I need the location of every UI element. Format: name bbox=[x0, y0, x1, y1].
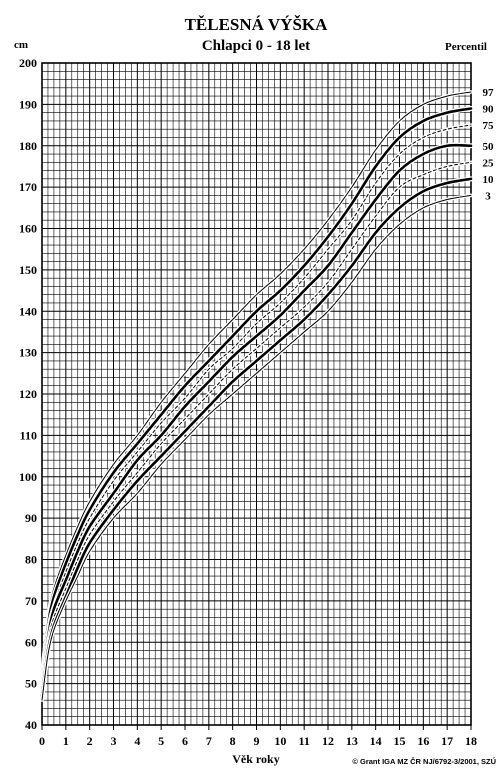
x-tick-label: 3 bbox=[111, 734, 117, 748]
chart-subtitle: Chlapci 0 - 18 let bbox=[202, 38, 310, 54]
y-tick-label: 180 bbox=[19, 139, 37, 153]
percentile-label-p90: 90 bbox=[483, 104, 495, 116]
y-tick-label: 160 bbox=[19, 222, 37, 236]
y-axis-unit: cm bbox=[14, 39, 28, 51]
y-tick-label: 40 bbox=[25, 718, 37, 732]
x-tick-label: 16 bbox=[417, 734, 429, 748]
axes bbox=[41, 62, 472, 730]
series-line-p97 bbox=[41, 91, 472, 676]
y-tick-labels: 40 50 60 70 80 90 100 110 120 130 140 150 160 170 180 1… bbox=[19, 56, 37, 732]
series-line-p25 bbox=[41, 161, 472, 693]
y-tick-label: 60 bbox=[25, 635, 37, 649]
percentile-labels: 97 90 75 50 25 10 3 bbox=[483, 87, 495, 202]
x-tick-label: 8 bbox=[230, 734, 236, 748]
y-tick-label: 120 bbox=[19, 387, 37, 401]
x-tick-label: 17 bbox=[441, 734, 453, 748]
y-tick-label: 90 bbox=[25, 511, 37, 525]
credit-line: © Grant IGA MZ ČR NJ/6792-3/2001, SZÚ bbox=[352, 757, 496, 766]
x-tick-label: 10 bbox=[274, 734, 286, 748]
x-tick-label: 18 bbox=[465, 734, 477, 748]
y-tick-label: 190 bbox=[19, 97, 37, 111]
x-tick-label: 14 bbox=[370, 734, 382, 748]
y-tick-label: 50 bbox=[25, 677, 37, 691]
x-tick-label: 11 bbox=[298, 734, 309, 748]
x-tick-label: 5 bbox=[158, 734, 164, 748]
x-tick-label: 0 bbox=[39, 734, 45, 748]
legend-title: Percentil bbox=[445, 41, 487, 53]
x-tick-label: 6 bbox=[182, 734, 188, 748]
x-tick-labels: 0 1 2 3 4 5 6 7 8 9 10 11 12 13 14 15 16 17 18 bbox=[39, 734, 477, 748]
series-line-p10 bbox=[40, 177, 473, 698]
x-tick-label: 12 bbox=[322, 734, 334, 748]
series-line-p3 bbox=[41, 194, 472, 701]
y-tick-label: 170 bbox=[19, 180, 37, 194]
percentile-label-p3: 3 bbox=[485, 190, 491, 202]
x-axis-label: Věk roky bbox=[232, 752, 279, 766]
x-tick-label: 4 bbox=[134, 734, 140, 748]
x-tick-label: 1 bbox=[63, 734, 69, 748]
y-tick-label: 80 bbox=[25, 553, 37, 567]
percentile-label-p10: 10 bbox=[483, 174, 495, 186]
y-tick-label: 100 bbox=[19, 470, 37, 484]
percentile-label-p97: 97 bbox=[483, 87, 495, 99]
series-line-p50 bbox=[40, 143, 473, 690]
series-line-p90 bbox=[40, 107, 473, 681]
x-tick-label: 2 bbox=[87, 734, 93, 748]
chart-title: TĚLESNÁ VÝŠKA bbox=[185, 15, 329, 34]
y-tick-label: 140 bbox=[19, 304, 37, 318]
grid bbox=[41, 62, 472, 726]
x-tick-label: 7 bbox=[206, 734, 212, 748]
y-tick-label: 130 bbox=[19, 346, 37, 360]
x-tick-label: 9 bbox=[254, 734, 260, 748]
percentile-label-p50: 50 bbox=[483, 141, 495, 153]
x-tick-label: 13 bbox=[346, 734, 358, 748]
y-tick-label: 70 bbox=[25, 594, 37, 608]
y-tick-label: 150 bbox=[19, 263, 37, 277]
series-line-p75 bbox=[41, 124, 472, 685]
percentile-label-p25: 25 bbox=[483, 157, 495, 169]
series-lines bbox=[39, 90, 474, 702]
y-tick-label: 110 bbox=[20, 428, 37, 442]
y-tick-label: 200 bbox=[19, 56, 37, 70]
x-tick-label: 15 bbox=[394, 734, 406, 748]
percentile-label-p75: 75 bbox=[483, 120, 495, 132]
